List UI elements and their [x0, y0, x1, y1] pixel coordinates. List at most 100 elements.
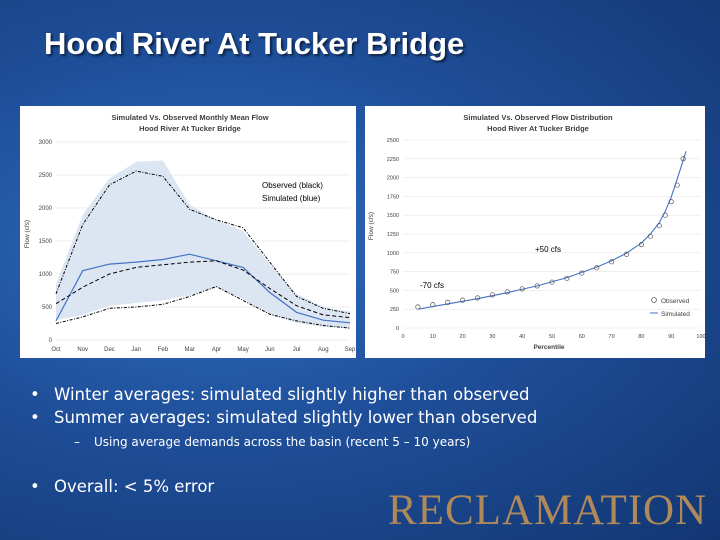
sub-bullet-demands: – Using average demands across the basin … — [74, 435, 471, 449]
observed-point — [662, 212, 668, 218]
y-tick-label: 2250 — [387, 157, 399, 163]
observed-point — [549, 279, 555, 285]
observed-point — [534, 283, 540, 289]
legend: Observed Simulated — [650, 297, 690, 318]
observed-point — [415, 304, 421, 310]
y-tick-label: 1500 — [387, 213, 399, 219]
x-tick-label: Sep — [345, 347, 356, 353]
bullet-dot: • — [30, 408, 40, 427]
legend-observed-label: Observed — [661, 298, 690, 305]
range-band — [56, 160, 350, 329]
observed-point — [623, 251, 630, 257]
x-tick-label: 40 — [519, 334, 525, 340]
observed-point — [460, 297, 466, 303]
x-tick-labels: Oct Nov Dec Jan Feb Mar Apr May Jun Jul Aug Sep — [51, 347, 356, 353]
observed-point — [594, 265, 600, 271]
observed-point — [430, 302, 436, 308]
bullet-winter: • Winter averages: simulated slightly hig… — [30, 385, 530, 404]
flow-distribution-chart-svg: Simulated Vs. Observed Flow Distribution… — [368, 113, 706, 351]
observed-point — [504, 289, 510, 295]
x-tick-label: 0 — [401, 334, 404, 340]
x-tick-label: 90 — [668, 334, 674, 340]
annotation-simulated: Simulated (blue) — [262, 194, 321, 203]
chart-title-line-2: Hood River At Tucker Bridge — [487, 124, 589, 133]
series-line-2 — [55, 170, 351, 315]
y-tick-label: 250 — [390, 307, 399, 313]
y-axis-label: Flow (cfs) — [368, 212, 375, 240]
y-tick-label: 3000 — [39, 140, 53, 146]
observed-point — [647, 233, 653, 239]
slide-title: Hood River At Tucker Bridge — [44, 26, 465, 61]
x-tick-label: Dec — [104, 347, 115, 353]
y-tick-label: 2500 — [387, 138, 399, 144]
x-tick-label: Jun — [265, 347, 275, 353]
observed-point — [564, 275, 570, 281]
annotation-observed: Observed (black) — [262, 181, 323, 190]
x-axis-label: Percentile — [533, 344, 564, 351]
x-tick-label: 100 — [696, 334, 705, 340]
x-tick-label: Aug — [318, 347, 329, 353]
chart-title-line-1: Simulated Vs. Observed Monthly Mean Flow — [111, 113, 268, 122]
bullet-dot: • — [30, 477, 40, 496]
observed-point — [668, 199, 674, 205]
y-axis-label: Flow (cfs) — [24, 220, 31, 248]
series-line-3 — [55, 285, 351, 329]
chart-title-line-1: Simulated Vs. Observed Flow Distribution — [463, 113, 613, 122]
monthly-flow-chart-svg: Simulated Vs. Observed Monthly Mean Flow… — [24, 113, 356, 353]
y-tick-label: 1750 — [387, 194, 399, 200]
x-tick-label: 30 — [489, 334, 495, 340]
y-tick-label: 0 — [49, 338, 53, 344]
y-tick-labels: 0 250 500 750 1000 1250 1500 1750 2000 2250 2500 — [387, 138, 399, 332]
x-tick-label: Jul — [293, 347, 301, 353]
sub-bullet-dash: – — [74, 435, 80, 449]
y-tick-label: 1500 — [39, 239, 53, 245]
x-tick-label: 60 — [579, 334, 585, 340]
chart-title-line-2: Hood River At Tucker Bridge — [139, 124, 241, 133]
x-tick-label: Oct — [51, 347, 61, 353]
x-tick-label: 70 — [609, 334, 615, 340]
observed-point — [656, 223, 662, 229]
x-tick-label: Apr — [212, 347, 221, 353]
annotation-plus-50: +50 cfs — [535, 245, 561, 254]
monthly-flow-chart: Simulated Vs. Observed Monthly Mean Flow… — [20, 106, 356, 358]
y-tick-label: 500 — [42, 305, 53, 311]
y-tick-label: 2500 — [39, 173, 53, 179]
observed-point — [579, 270, 585, 276]
grid — [403, 139, 701, 329]
observed-point — [609, 259, 615, 265]
x-tick-labels: 0 10 20 30 40 50 60 70 80 90 100 — [401, 334, 705, 340]
bullet-summer: • Summer averages: simulated slightly low… — [30, 408, 538, 427]
x-tick-label: May — [237, 347, 248, 353]
bullet-list: • Winter averages: simulated slightly hig… — [30, 383, 537, 498]
flow-distribution-chart: Simulated Vs. Observed Flow Distribution… — [365, 106, 706, 358]
observed-point — [445, 299, 451, 305]
annotation-minus-70: -70 cfs — [420, 281, 444, 290]
x-tick-label: Jan — [131, 347, 141, 353]
series-group — [55, 170, 351, 329]
simulated-line — [417, 151, 687, 310]
y-tick-label: 1250 — [387, 232, 399, 238]
observed-point — [680, 156, 686, 162]
y-tick-label: 1000 — [387, 251, 399, 257]
series-group — [415, 151, 687, 310]
series-line-0 — [55, 253, 351, 324]
y-tick-label: 1000 — [39, 272, 53, 278]
observed-point — [489, 292, 495, 298]
range-band-area — [56, 160, 350, 329]
bullet-overall: • Overall: < 5% error — [30, 477, 215, 496]
observed-point — [474, 295, 481, 301]
observed-point — [519, 286, 525, 292]
legend-simulated-label: Simulated — [661, 311, 690, 318]
annotation-plus-80: +80 cfs — [651, 237, 678, 246]
y-tick-label: 0 — [396, 326, 399, 332]
bullet-dot: • — [30, 385, 40, 404]
x-tick-label: 80 — [638, 334, 644, 340]
y-tick-label: 500 — [390, 288, 399, 294]
x-tick-label: Nov — [77, 347, 88, 353]
x-tick-label: 20 — [460, 334, 466, 340]
x-tick-label: Feb — [158, 347, 169, 353]
y-tick-label: 750 — [390, 270, 399, 276]
observed-point — [638, 241, 644, 248]
x-tick-label: 50 — [549, 334, 555, 340]
y-tick-labels: 0 500 1000 1500 2000 2500 3000 — [39, 140, 53, 344]
